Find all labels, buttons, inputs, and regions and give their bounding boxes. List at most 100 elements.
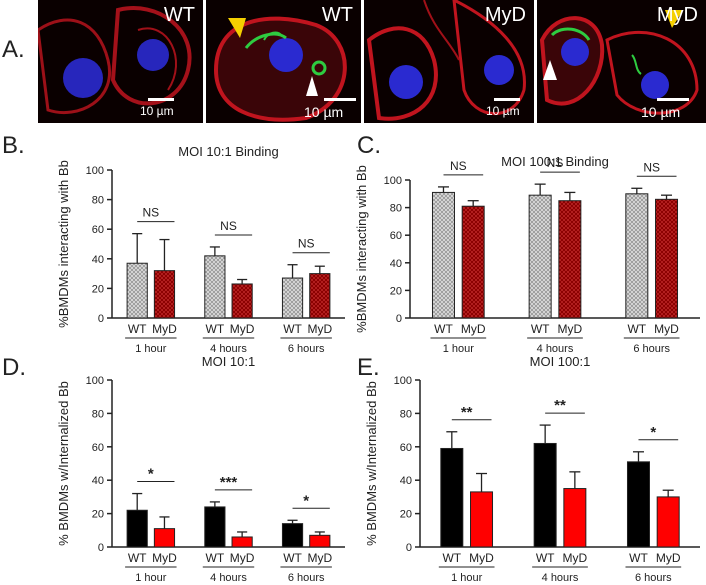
scale-bar [324,98,356,101]
y-tick-label: 0 [406,542,412,554]
x-tick-label: WT [206,551,225,565]
y-tick-label: 60 [390,230,402,242]
bar-myd-1 [558,200,582,319]
scale-bar [494,98,520,101]
significance-label: NS [643,160,660,174]
bar-wt-1 [528,194,552,319]
scale-bar-label: 10 µm [486,104,520,118]
x-tick-label: MyD [307,322,332,336]
y-tick-label: 80 [390,203,402,215]
scale-bar-label: 10 µm [641,104,681,120]
x-tick-label: MyD [152,551,177,565]
y-tick-label: 20 [92,509,104,521]
bar-myd-0 [153,528,176,548]
significance-label: *** [220,474,238,491]
scale-bar-label: 10 µm [304,104,344,120]
micrograph-wt-2: WT 10 µm [206,0,361,123]
significance-label: NS [298,237,315,251]
bar-wt-2 [625,193,649,319]
x-tick-label: MyD [307,551,332,565]
x-tick-label: WT [442,551,461,565]
y-tick-label: 0 [98,313,104,325]
group-label: 1 hour [451,572,483,584]
micrograph-wt-1-image [38,6,192,115]
y-axis-label: %BMDMs interacting with Bb [56,160,71,328]
chart-panel-d: MOI 10:1 % BMDMs w/Internalized Bb 0 20 40 60… [56,354,345,584]
x-tick-label: MyD [558,322,583,336]
bar-myd-2 [655,198,679,319]
x-tick-label: WT [531,322,550,336]
micrograph-myd-1-image [366,0,526,121]
bar-myd-0 [153,270,176,319]
chart-title: MOI 100:1 [530,354,591,369]
y-tick-label: 60 [92,442,104,454]
bar-wt-0 [431,191,455,319]
chart-panel-e: MOI 100:1 % BMDMs w/Internalized Bb 0 20 40 6… [364,354,700,584]
y-tick-label: 100 [86,165,104,177]
significance-label: NS [547,156,564,170]
group-label: 4 hours [542,572,579,584]
x-tick-label: WT [536,551,555,565]
bar-wt-0 [440,447,464,548]
micrograph-wt-1-label: WT [163,4,195,26]
micrograph-myd-1: MyD 10 µm [364,0,534,123]
y-tick-label: 40 [400,475,412,487]
bar-myd-2 [309,273,331,319]
y-tick-label: 100 [86,375,104,387]
group-label: 1 hour [443,343,475,355]
y-tick-label: 0 [396,313,402,325]
panel-letter-e: E. [357,354,380,381]
x-tick-label: MyD [230,322,255,336]
bar-wt-1 [204,506,226,548]
significance-label: * [148,466,154,483]
significance-label: NS [142,206,159,220]
micrograph-wt-1: WT 10 µm [38,0,203,123]
bar-myd-1 [231,536,253,548]
bar-wt-0 [126,509,148,548]
group-label: 6 hours [288,343,325,355]
bar-myd-0 [470,491,494,548]
x-tick-label: WT [128,322,147,336]
scale-bar-label: 10 µm [140,104,174,118]
significance-label: * [650,424,656,441]
scale-bar [657,98,689,101]
x-tick-label: WT [206,322,225,336]
significance-label: * [303,492,309,509]
panel-letter-a: A. [2,36,25,63]
bar-myd-1 [231,283,253,319]
x-tick-label: WT [283,551,302,565]
bar-myd-2 [656,496,680,548]
significance-label: ** [461,404,473,421]
y-tick-label: 40 [390,258,402,270]
group-label: 6 hours [288,572,325,584]
group-label: 4 hours [210,572,247,584]
x-tick-label: MyD [461,322,486,336]
bar-wt-2 [281,523,304,548]
x-tick-label: MyD [469,551,494,565]
x-tick-label: WT [434,322,453,336]
significance-label: NS [220,219,237,233]
yellow-arrowhead-icon [665,10,683,28]
chart-title: MOI 10:1 Binding [178,144,278,159]
y-tick-label: 0 [98,542,104,554]
bar-wt-1 [204,255,226,319]
y-axis-label: %BMDMs interacting with Bb [354,165,369,333]
micrograph-wt-2-label: WT [321,4,353,26]
x-tick-label: WT [627,322,646,336]
group-label: 1 hour [135,343,167,355]
bar-myd-2 [309,534,331,548]
bar-wt-2 [281,277,304,319]
chart-title: MOI 100:1 Binding [501,154,609,169]
group-label: 4 hours [537,343,574,355]
white-arrowhead-icon [543,60,557,80]
white-arrowhead-icon [306,76,318,96]
panel-letter-c: C. [357,132,381,159]
bar-wt-0 [126,262,148,319]
y-tick-label: 80 [92,408,104,420]
scale-bar [148,98,174,101]
chart-title: MOI 10:1 [202,354,255,369]
yellow-arrowhead-icon [228,18,246,38]
y-tick-label: 80 [400,408,412,420]
x-tick-label: WT [128,551,147,565]
x-tick-label: MyD [654,322,679,336]
